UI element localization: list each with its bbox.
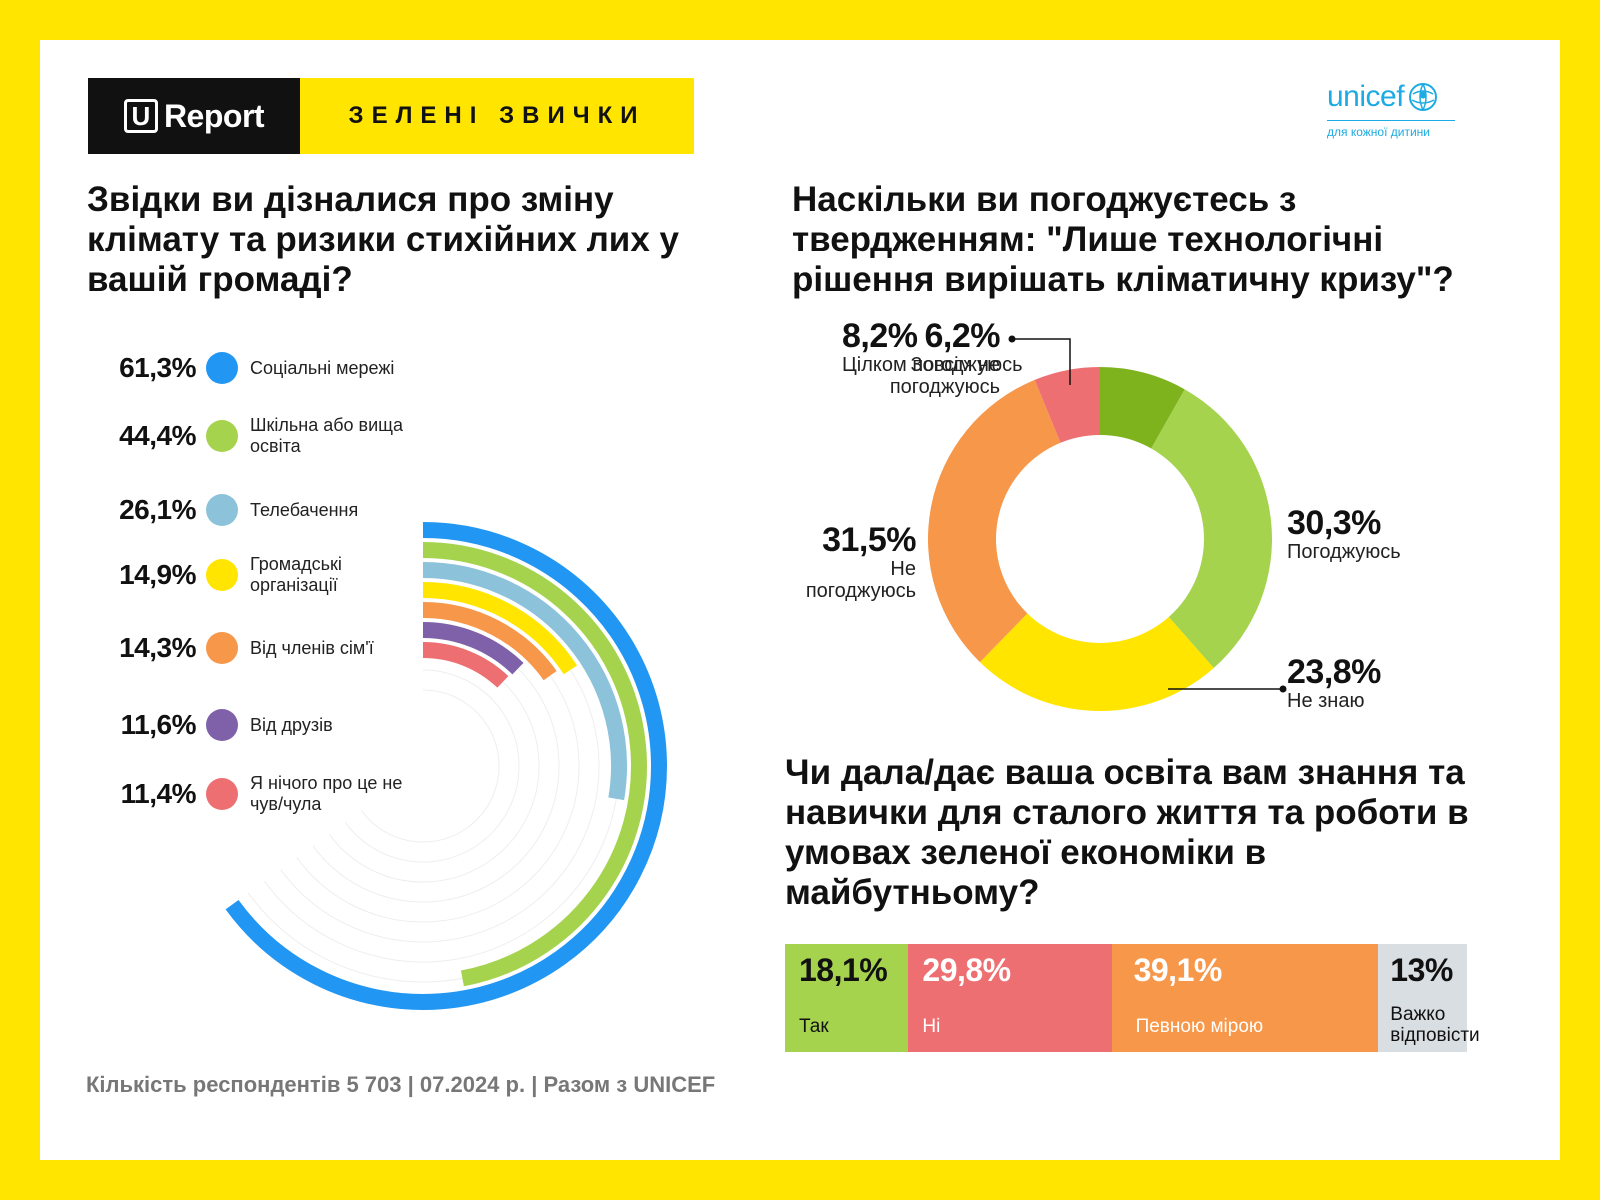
legend-value: 44,4%: [119, 420, 196, 451]
unicef-globe-icon: [1409, 83, 1438, 111]
bar-label: Певною мірою: [1135, 1016, 1264, 1037]
bar-label: Важко відповісти: [1390, 1004, 1480, 1046]
legend-label: Шкільна або вища освіта: [250, 415, 403, 456]
legend-value: 14,3%: [119, 632, 196, 663]
q3-title: Чи дала/дає ваша освіта вам знання та на…: [785, 753, 1469, 912]
ureport-logo: U Report: [88, 78, 300, 154]
legend-label: Від членів сім'ї: [250, 637, 374, 658]
donut-slice: [1151, 389, 1272, 669]
legend-dot: [206, 559, 238, 591]
donut-label-dont-know: 23,8% Не знаю: [1287, 653, 1381, 712]
radial-bar: [422, 582, 578, 675]
legend-row: 14,9% Громадські організації: [60, 554, 430, 595]
bar-segment-yes: 18,1% Так: [785, 944, 909, 1052]
bar-value: 18,1%: [799, 952, 888, 988]
ureport-banner: U Report ЗЕЛЕНІ ЗВИЧКИ: [88, 78, 694, 154]
legend-row: 26,1% Телебачення: [60, 490, 430, 530]
bar-segment-hard-to-say: 13% Важко відповісти: [1378, 944, 1480, 1052]
legend-value: 14,9%: [119, 559, 196, 590]
legend-value: 11,4%: [120, 778, 197, 809]
q2-donut-chart: [928, 335, 1287, 711]
radial-bar: [422, 642, 509, 688]
radial-bar: [422, 602, 557, 681]
legend-row: 11,4% Я нічого про це не чув/чула: [60, 773, 430, 814]
donut-label-agree: 30,3% Погоджуюсь: [1287, 504, 1401, 563]
donut-slice: [1034, 367, 1100, 443]
bar-value: 29,8%: [922, 952, 1011, 988]
donut-slice: [928, 379, 1061, 663]
legend-value: 61,3%: [119, 352, 196, 383]
unicef-tagline: для кожної дитини: [1327, 125, 1430, 139]
unicef-logo: unicef для кожної дитини: [1327, 80, 1467, 139]
legend-row: 14,3% Від членів сім'ї: [60, 628, 430, 668]
legend-label: Громадські організації: [250, 554, 342, 595]
legend-row: 44,4% Шкільна або вища освіта: [60, 415, 430, 456]
legend-dot: [206, 778, 238, 810]
donut-slice: [1100, 367, 1185, 449]
radial-bar: [422, 622, 524, 675]
legend-row: 11,6% Від друзів: [60, 705, 430, 745]
legend-value: 11,6%: [120, 709, 197, 740]
legend-label: Від друзів: [250, 714, 333, 735]
ureport-logo-mark: U: [123, 99, 158, 133]
donut-label-fully-agree: 8,2% Цілком погоджуюсь: [842, 317, 1023, 376]
q1-radial-chart: [225, 522, 667, 1010]
legend-label: Я нічого про це не чув/чула: [250, 773, 403, 814]
donut-slice: [979, 613, 1214, 711]
q3-stacked-bar: 18,1% Так 29,8% Ні 39,1% Певною мірою 13…: [785, 944, 1480, 1052]
donut-label-fully-disagree: 6,2% Зовсім не погоджуюсь: [889, 317, 1001, 398]
legend-dot: [206, 709, 238, 741]
bar-segment-partly: 39,1% Певною мірою: [1111, 944, 1379, 1052]
bar-value: 39,1%: [1133, 952, 1223, 988]
legend-value: 26,1%: [119, 494, 196, 525]
bar-segment-no: 29,8% Ні: [908, 944, 1112, 1052]
legend-dot: [206, 494, 238, 526]
radial-bar: [225, 522, 667, 1010]
q2-title: Наскільки ви погоджуєтесь з твердженням:…: [792, 180, 1454, 299]
bar-label: Так: [799, 1016, 829, 1037]
infographic-card: U Report ЗЕЛЕНІ ЗВИЧКИ unicef для кожної…: [40, 40, 1560, 1160]
radial-bar: [422, 562, 627, 801]
legend-dot: [206, 420, 238, 452]
legend-dot: [206, 352, 238, 384]
leader-line: [1012, 338, 1071, 385]
legend-label: Соціальні мережі: [250, 357, 395, 378]
series-title: ЗЕЛЕНІ ЗВИЧКИ: [300, 78, 694, 154]
ureport-logo-text: Report: [163, 97, 265, 134]
radial-bar: [422, 542, 647, 987]
bar-label: Ні: [922, 1016, 941, 1037]
legend-label: Телебачення: [250, 499, 359, 520]
donut-label-disagree: 31,5% Не погоджуюсь: [805, 521, 917, 602]
legend-row: 61,3% Соціальні мережі: [60, 348, 430, 388]
legend-dot: [206, 632, 238, 664]
bar-value: 13%: [1390, 952, 1453, 988]
footer-note: Кількість респондентів 5 703 | 07.2024 р…: [86, 1072, 716, 1097]
unicef-wordmark: unicef: [1327, 80, 1405, 113]
q1-title: Звідки ви дізналися про зміну клімату та…: [87, 180, 679, 299]
